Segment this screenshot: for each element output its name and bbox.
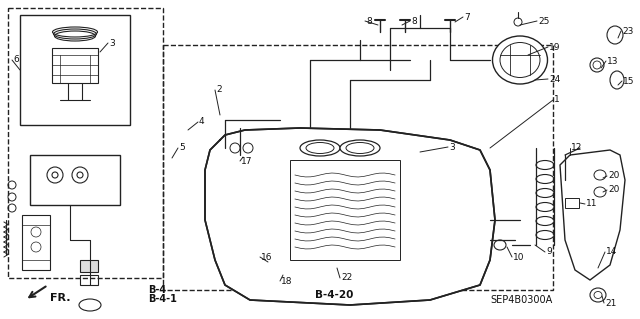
Text: B-4-20: B-4-20 bbox=[315, 290, 353, 300]
Ellipse shape bbox=[306, 143, 334, 153]
Text: 5: 5 bbox=[179, 144, 185, 152]
Text: 10: 10 bbox=[513, 253, 525, 262]
Bar bbox=[52, 48, 98, 83]
Text: 20: 20 bbox=[608, 186, 620, 195]
Bar bbox=[80, 275, 98, 285]
Bar bbox=[80, 260, 98, 272]
Bar bbox=[565, 198, 579, 208]
Ellipse shape bbox=[607, 26, 623, 44]
Polygon shape bbox=[560, 150, 625, 280]
Bar bbox=[290, 160, 400, 260]
Text: 4: 4 bbox=[199, 117, 205, 127]
Text: 1: 1 bbox=[554, 95, 560, 105]
Ellipse shape bbox=[590, 58, 604, 72]
Bar bbox=[30, 155, 120, 205]
Bar bbox=[8, 8, 163, 278]
Ellipse shape bbox=[300, 140, 340, 156]
Ellipse shape bbox=[493, 36, 547, 84]
Text: 25: 25 bbox=[538, 17, 549, 26]
Text: 23: 23 bbox=[622, 26, 634, 35]
Text: 22: 22 bbox=[341, 273, 352, 283]
Text: 9: 9 bbox=[546, 248, 552, 256]
Text: 21: 21 bbox=[605, 299, 616, 308]
Text: 3: 3 bbox=[449, 143, 455, 152]
Ellipse shape bbox=[346, 143, 374, 153]
Text: 11: 11 bbox=[586, 199, 598, 209]
Ellipse shape bbox=[494, 240, 506, 250]
Ellipse shape bbox=[340, 140, 380, 156]
Text: 8: 8 bbox=[366, 17, 372, 26]
Text: 14: 14 bbox=[606, 248, 618, 256]
Text: 24: 24 bbox=[549, 75, 560, 84]
Text: 6: 6 bbox=[13, 56, 19, 64]
Text: 7: 7 bbox=[464, 12, 470, 21]
Text: 12: 12 bbox=[571, 144, 582, 152]
Ellipse shape bbox=[610, 71, 624, 89]
Ellipse shape bbox=[590, 288, 606, 302]
Text: 2: 2 bbox=[216, 85, 221, 94]
Text: 20: 20 bbox=[608, 172, 620, 181]
Bar bbox=[20, 15, 130, 125]
Bar bbox=[163, 45, 553, 290]
Text: B-4: B-4 bbox=[148, 285, 166, 295]
Text: 17: 17 bbox=[241, 157, 253, 166]
Text: 19: 19 bbox=[549, 42, 561, 51]
Polygon shape bbox=[205, 128, 495, 305]
Text: 15: 15 bbox=[623, 77, 634, 85]
Bar bbox=[22, 215, 50, 270]
Text: 18: 18 bbox=[281, 277, 292, 286]
Text: FR.: FR. bbox=[50, 293, 70, 303]
Text: SEP4B0300A: SEP4B0300A bbox=[490, 295, 552, 305]
Text: 3: 3 bbox=[109, 39, 115, 48]
Text: 16: 16 bbox=[261, 253, 273, 262]
Text: B-4-1: B-4-1 bbox=[148, 294, 177, 304]
Text: 13: 13 bbox=[607, 56, 618, 65]
Text: 8: 8 bbox=[411, 17, 417, 26]
